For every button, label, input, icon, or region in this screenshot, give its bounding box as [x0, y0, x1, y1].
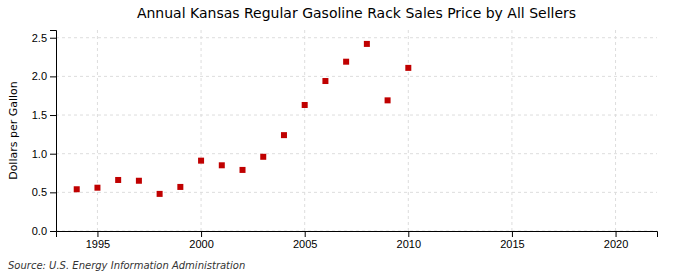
- tick-mark: [50, 231, 56, 232]
- point: [157, 191, 163, 197]
- grid-line: [511, 30, 512, 231]
- title: Annual Kansas Regular Gasoline Rack Sale…: [137, 5, 576, 21]
- tick-mark: [408, 231, 409, 237]
- tick-label: 2.0: [32, 70, 47, 82]
- tick: 2.0: [32, 70, 56, 82]
- tick-label: 1.5: [32, 109, 47, 121]
- grid-line: [97, 30, 98, 231]
- axis-line: [57, 232, 658, 238]
- point: [385, 97, 391, 103]
- axis-line: [50, 31, 57, 232]
- point: [136, 178, 142, 184]
- grid-line: [56, 37, 657, 38]
- tick-mark: [201, 231, 202, 237]
- source-note: Source: U.S. Energy Information Administ…: [8, 260, 245, 271]
- tick-label: 1995: [86, 238, 110, 250]
- tick-label: 2020: [604, 238, 628, 250]
- tick: 2015: [500, 231, 524, 250]
- tick: 2005: [293, 231, 317, 250]
- grid-line: [201, 30, 202, 231]
- tick: 0.0: [32, 225, 56, 237]
- tick-mark: [305, 231, 306, 237]
- tick-label: 2.5: [32, 32, 47, 44]
- point: [281, 132, 287, 138]
- tick-label: 0.0: [32, 225, 47, 237]
- grid-line: [408, 30, 409, 231]
- point: [405, 65, 411, 71]
- tick: 1995: [86, 231, 110, 250]
- point: [74, 186, 80, 192]
- tick-label: 0.5: [32, 186, 47, 198]
- point: [260, 154, 266, 160]
- tick: 2020: [604, 231, 628, 250]
- tick-mark: [512, 231, 513, 237]
- plot: 1995 2000 2005 2010 2015 2020 0.0 0.5 1.0 1.5 2.0 2…: [32, 30, 658, 250]
- grid: [56, 30, 657, 231]
- tick-label: 2015: [500, 238, 524, 250]
- point: [302, 102, 308, 108]
- tick: 2.5: [32, 32, 56, 44]
- point: [94, 185, 100, 191]
- point: [322, 78, 328, 84]
- grid-line: [615, 30, 616, 231]
- tick: 1.5: [32, 109, 56, 121]
- tick: 2010: [397, 231, 421, 250]
- chart-svg: 1995 2000 2005 2010 2015 2020 0.0 0.5 1.0 1.5 2.0 2…: [0, 0, 675, 275]
- tick-mark: [97, 231, 98, 237]
- tick-mark: [50, 154, 56, 155]
- grid-line: [56, 153, 657, 154]
- point: [240, 167, 246, 173]
- tick-label: 2000: [189, 238, 213, 250]
- grid-line: [56, 192, 657, 193]
- tick-label: 1.0: [32, 148, 47, 160]
- grid-line: [304, 30, 305, 231]
- tick: 1.0: [32, 148, 56, 160]
- x-axis: 1995 2000 2005 2010 2015 2020: [57, 231, 658, 250]
- tick: 0.5: [32, 186, 56, 198]
- tick-mark: [50, 76, 56, 77]
- point: [219, 162, 225, 168]
- grid-line: [56, 115, 657, 116]
- point: [177, 184, 183, 190]
- y-axis: 0.0 0.5 1.0 1.5 2.0 2.5: [32, 31, 57, 238]
- points: [74, 41, 412, 197]
- tick-mark: [616, 231, 617, 237]
- grid-line: [56, 76, 657, 77]
- point: [343, 59, 349, 65]
- chart-container: 1995 2000 2005 2010 2015 2020 0.0 0.5 1.0 1.5 2.0 2…: [0, 0, 675, 275]
- tick-label: 2010: [397, 238, 421, 250]
- point: [115, 177, 121, 183]
- tick-mark: [50, 192, 56, 193]
- point: [364, 41, 370, 47]
- tick-mark: [50, 38, 56, 39]
- point: [198, 158, 204, 164]
- y-axis-label: Dollars per Gallon: [7, 81, 20, 180]
- tick-label: 2005: [293, 238, 317, 250]
- tick: 2000: [189, 231, 213, 250]
- tick-mark: [50, 115, 56, 116]
